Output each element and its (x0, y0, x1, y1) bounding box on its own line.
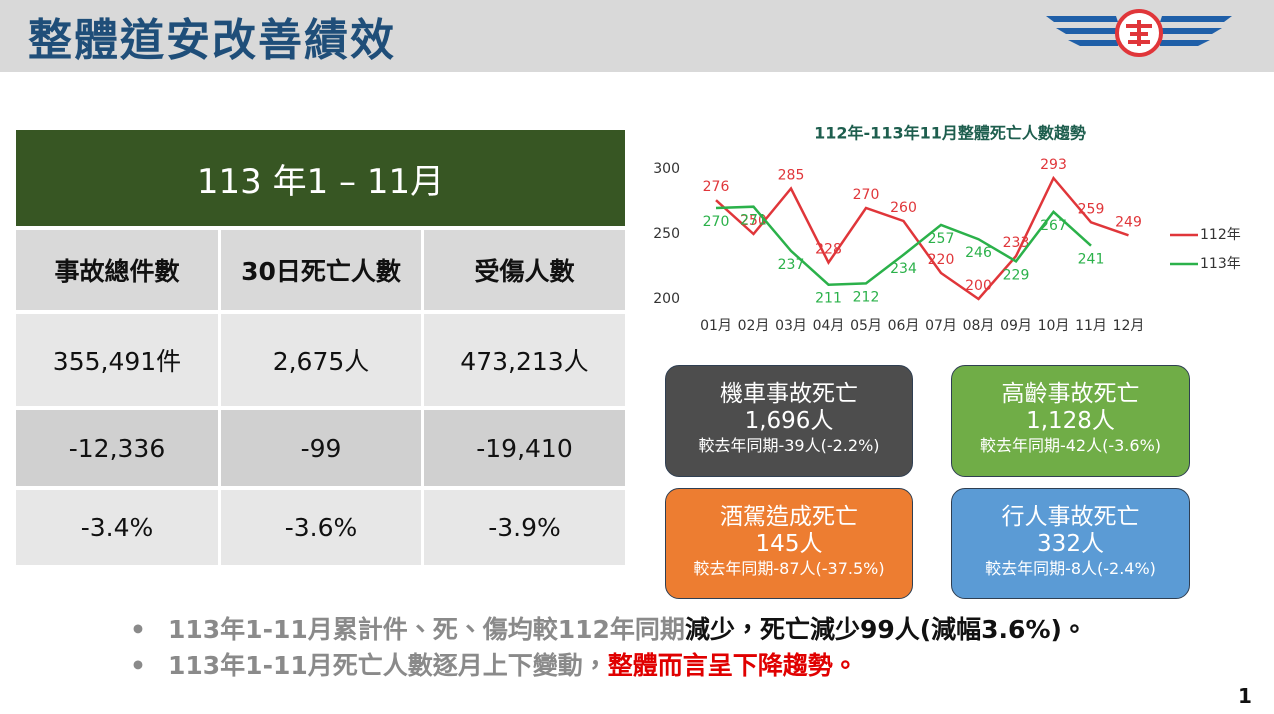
bullet-text: 113年1-11月累計件、死、傷均較112年同期 (168, 615, 685, 644)
x-tick-label: 10月 (1038, 318, 1070, 334)
data-label: 260 (890, 200, 917, 216)
bullet: • 113年1-11月死亡人數逐月上下變動，整體而言呈下降趨勢。 (130, 646, 858, 682)
x-tick-label: 09月 (1000, 318, 1032, 334)
box-compare: 較去年同期-87人(-37.5%) (693, 559, 885, 578)
y-tick-label: 200 (653, 291, 680, 307)
y-tick-label: 250 (653, 226, 680, 242)
table-cell: 355,491件 (16, 314, 218, 406)
bullet-text: 減少，死亡減少99人(減幅3.6%)。 (684, 615, 1087, 644)
data-label: 271 (740, 213, 767, 229)
x-tick-label: 02月 (738, 318, 770, 334)
stat-box: 高齡事故死亡 1,128人較去年同期-42人(-3.6%) (951, 365, 1190, 477)
bullet-text: 整體而言呈下降趨勢。 (607, 651, 858, 680)
x-tick-label: 04月 (813, 318, 845, 334)
page-number: 1 (1238, 684, 1252, 708)
data-label: 249 (1115, 214, 1142, 230)
data-label: 241 (1078, 252, 1105, 268)
table-cell: -19,410 (424, 410, 625, 486)
table-cell: -3.9% (424, 490, 625, 565)
box-compare: 較去年同期-42人(-3.6%) (979, 436, 1162, 455)
column-header: 30日死亡人數 (221, 230, 421, 310)
data-label: 237 (778, 257, 805, 273)
stat-box: 機車事故死亡 1,696人較去年同期-39人(-2.2%) (665, 365, 913, 477)
box-title: 高齡事故死亡 (1001, 381, 1140, 407)
x-tick-label: 01月 (700, 318, 732, 334)
y-tick-label: 300 (653, 161, 680, 177)
data-label: 267 (1040, 218, 1067, 234)
box-title: 行人事故死亡 (1001, 504, 1140, 530)
box-value: 1,128人 (1026, 408, 1115, 434)
data-label: 229 (1003, 267, 1030, 283)
x-tick-label: 07月 (925, 318, 957, 334)
line-chart: 112年-113年11月整體死亡人數趨勢 200 250 300 01月 02月 03月 0… (653, 124, 1241, 335)
legend-label: 112年 (1200, 227, 1241, 243)
header-bar (0, 0, 1274, 72)
table-cell: -3.4% (16, 490, 218, 565)
data-label: 259 (1078, 201, 1105, 217)
stat-box: 酒駕造成死亡 145人較去年同期-87人(-37.5%) (665, 488, 913, 599)
data-label: 211 (815, 291, 842, 307)
data-label: 285 (778, 168, 805, 184)
chart-title: 112年-113年11月整體死亡人數趨勢 (814, 124, 1086, 143)
data-label: 246 (965, 245, 992, 261)
bullet: • 113年1-11月累計件、死、傷均較112年同期減少，死亡減少99人(減幅3.… (130, 610, 1087, 646)
data-label: 257 (928, 231, 955, 247)
column-header: 受傷人數 (424, 230, 625, 310)
data-label: 212 (853, 289, 880, 305)
data-label: 276 (703, 179, 730, 195)
data-label: 234 (890, 261, 917, 277)
x-tick-label: 03月 (775, 318, 807, 334)
data-label: 270 (703, 214, 730, 230)
table-cell: 473,213人 (424, 314, 625, 406)
stat-box: 行人事故死亡 332人較去年同期-8人(-2.4%) (951, 488, 1190, 599)
data-label: 228 (815, 242, 842, 258)
data-label: 233 (1003, 235, 1030, 251)
x-tick-label: 11月 (1075, 318, 1107, 334)
x-tick-label: 06月 (888, 318, 920, 334)
bullet-text: 113年1-11月死亡人數逐月上下變動， (168, 651, 608, 680)
bullet-dot: • (130, 651, 146, 680)
table-period: 113 年1 – 11月 (16, 130, 625, 226)
box-value: 145人 (755, 531, 823, 557)
x-tick-label: 05月 (850, 318, 882, 334)
box-value: 1,696人 (744, 408, 834, 434)
box-value: 332人 (1037, 531, 1104, 557)
logo (1046, 9, 1232, 57)
box-title: 酒駕造成死亡 (720, 504, 858, 530)
legend-label: 113年 (1200, 256, 1241, 272)
box-title: 機車事故死亡 (720, 381, 858, 407)
series-line (715, 205, 1092, 286)
x-tick-label: 08月 (963, 318, 995, 334)
series-line (715, 175, 1129, 301)
data-label: 250 (740, 213, 767, 229)
table-cell: -99 (221, 410, 421, 486)
bullet-dot: • (130, 615, 146, 644)
data-label: 200 (965, 278, 992, 294)
x-tick-label: 12月 (1113, 318, 1145, 334)
column-header: 事故總件數 (16, 230, 218, 310)
box-compare: 較去年同期-39人(-2.2%) (698, 436, 880, 455)
data-label: 293 (1040, 157, 1067, 173)
table-cell: 2,675人 (221, 314, 421, 406)
table-cell: -12,336 (16, 410, 218, 486)
table-cell: -3.6% (221, 490, 421, 565)
data-label: 270 (853, 187, 880, 203)
data-label: 220 (928, 252, 955, 268)
slide-title: 整體道安改善績效 (28, 15, 396, 66)
box-compare: 較去年同期-8人(-2.4%) (985, 559, 1156, 578)
